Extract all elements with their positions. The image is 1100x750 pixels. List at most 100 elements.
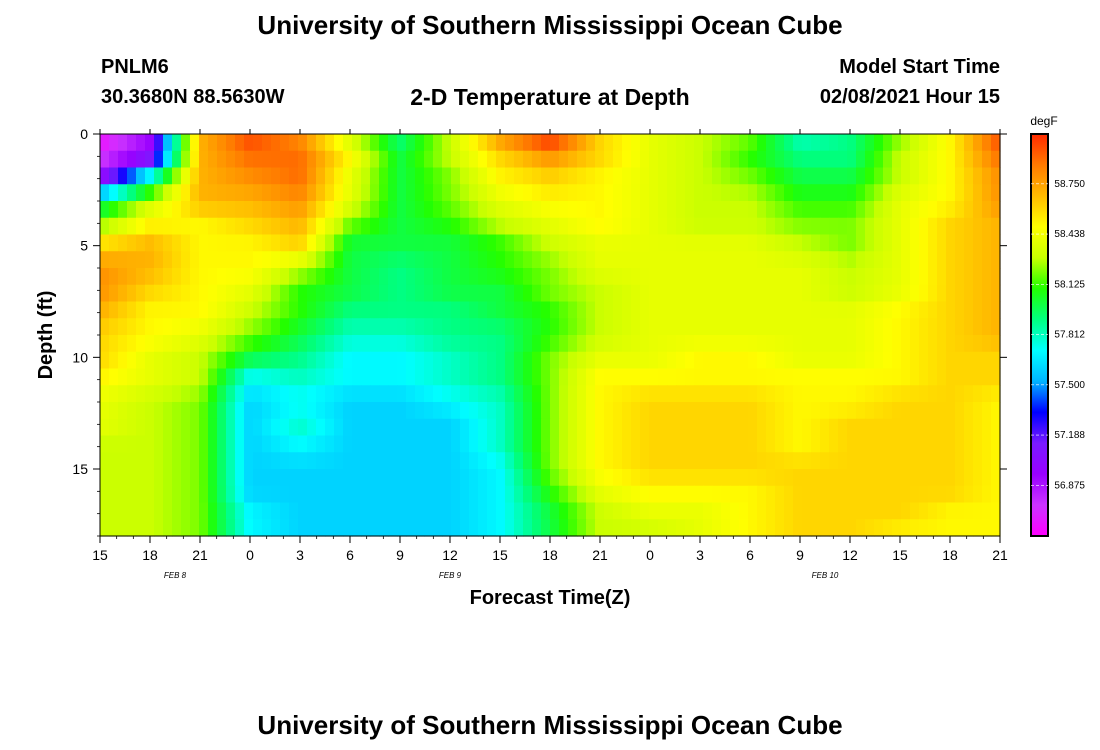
heatmap-cell xyxy=(244,318,254,336)
heatmap-cell xyxy=(865,519,875,537)
heatmap-cell xyxy=(253,301,263,319)
heatmap-cell xyxy=(874,234,884,252)
heatmap-cell xyxy=(271,368,281,386)
heatmap-cell xyxy=(424,452,434,470)
heatmap-cell xyxy=(748,150,758,169)
heatmap-cell xyxy=(622,150,632,169)
heatmap-cell xyxy=(523,385,533,403)
heatmap-cell xyxy=(325,452,335,470)
heatmap-cell xyxy=(703,335,713,353)
heatmap-cell xyxy=(928,519,938,537)
heatmap-cell xyxy=(226,519,236,537)
heatmap-cell xyxy=(856,301,866,319)
heatmap-cell xyxy=(730,485,740,504)
heatmap-cell xyxy=(190,251,200,269)
heatmap-cell xyxy=(550,485,560,504)
heatmap-cell xyxy=(766,435,776,453)
heatmap-cell xyxy=(784,519,794,537)
heatmap-cell xyxy=(856,184,866,202)
heatmap-cell xyxy=(757,335,767,353)
heatmap-cell xyxy=(730,167,740,185)
heatmap-cell xyxy=(595,251,605,269)
heatmap-cell xyxy=(973,234,983,252)
heatmap-cell xyxy=(631,351,641,370)
heatmap-cell xyxy=(694,469,704,487)
heatmap-cell xyxy=(226,217,236,236)
heatmap-cell xyxy=(568,318,578,336)
heatmap-cell xyxy=(262,301,272,319)
heatmap-cell xyxy=(343,167,353,185)
heatmap-cell xyxy=(208,134,218,152)
heatmap-cell xyxy=(757,234,767,252)
heatmap-cell xyxy=(208,385,218,403)
heatmap-cell xyxy=(334,201,344,219)
heatmap-cell xyxy=(199,351,209,370)
heatmap-cell xyxy=(559,402,569,420)
heatmap-cell xyxy=(334,519,344,537)
heatmap-cell xyxy=(784,184,794,202)
heatmap-cell xyxy=(127,402,137,420)
heatmap-cell xyxy=(658,268,668,286)
heatmap-cell xyxy=(127,318,137,336)
heatmap-cell xyxy=(784,134,794,152)
heatmap-cell xyxy=(730,134,740,152)
heatmap-cell xyxy=(406,385,416,403)
heatmap-cell xyxy=(667,435,677,453)
heatmap-cell xyxy=(604,351,614,370)
heatmap-cell xyxy=(253,167,263,185)
heatmap-cell xyxy=(514,335,524,353)
heatmap-cell xyxy=(118,301,128,319)
heatmap-cell xyxy=(757,402,767,420)
heatmap-cell xyxy=(397,268,407,286)
heatmap-cell xyxy=(640,284,650,303)
heatmap-cell xyxy=(622,134,632,152)
heatmap-cell xyxy=(640,351,650,370)
heatmap-cell xyxy=(334,284,344,303)
heatmap-cell xyxy=(775,268,785,286)
heatmap-cell xyxy=(361,335,371,353)
heatmap-cell xyxy=(163,418,173,437)
x-tick-label: 3 xyxy=(696,547,704,563)
heatmap-cell xyxy=(901,318,911,336)
heatmap-cell xyxy=(496,167,506,185)
heatmap-cell xyxy=(460,251,470,269)
heatmap-cell xyxy=(523,368,533,386)
heatmap-cell xyxy=(937,134,947,152)
heatmap-cell xyxy=(910,335,920,353)
heatmap-cell xyxy=(802,452,812,470)
heatmap-cell xyxy=(532,217,542,236)
heatmap-cell xyxy=(793,150,803,169)
heatmap-cell xyxy=(154,217,164,236)
heatmap-cell xyxy=(334,485,344,504)
heatmap-cell xyxy=(829,234,839,252)
heatmap-cell xyxy=(235,134,245,152)
heatmap-cell xyxy=(919,301,929,319)
heatmap-cell xyxy=(289,469,299,487)
heatmap-cell xyxy=(874,318,884,336)
heatmap-cell xyxy=(640,201,650,219)
heatmap-cell xyxy=(982,452,992,470)
heatmap-cell xyxy=(667,184,677,202)
heatmap-cell xyxy=(298,402,308,420)
heatmap-cell xyxy=(721,351,731,370)
heatmap-cell xyxy=(919,452,929,470)
heatmap-cell xyxy=(280,150,290,169)
heatmap-cell xyxy=(208,485,218,504)
heatmap-cell xyxy=(415,318,425,336)
heatmap-cell xyxy=(424,167,434,185)
heatmap-cell xyxy=(631,335,641,353)
heatmap-cell xyxy=(820,368,830,386)
heatmap-cell xyxy=(910,351,920,370)
heatmap-cell xyxy=(127,435,137,453)
heatmap-cell xyxy=(649,485,659,504)
heatmap-cell xyxy=(145,201,155,219)
heatmap-cell xyxy=(397,184,407,202)
heatmap-cell xyxy=(955,251,965,269)
heatmap-cell xyxy=(244,418,254,437)
heatmap-cell xyxy=(541,234,551,252)
heatmap-cell xyxy=(991,251,1001,269)
heatmap-cell xyxy=(685,502,695,520)
heatmap-cell xyxy=(172,435,182,453)
heatmap-cell xyxy=(199,167,209,185)
heatmap-cell xyxy=(523,402,533,420)
